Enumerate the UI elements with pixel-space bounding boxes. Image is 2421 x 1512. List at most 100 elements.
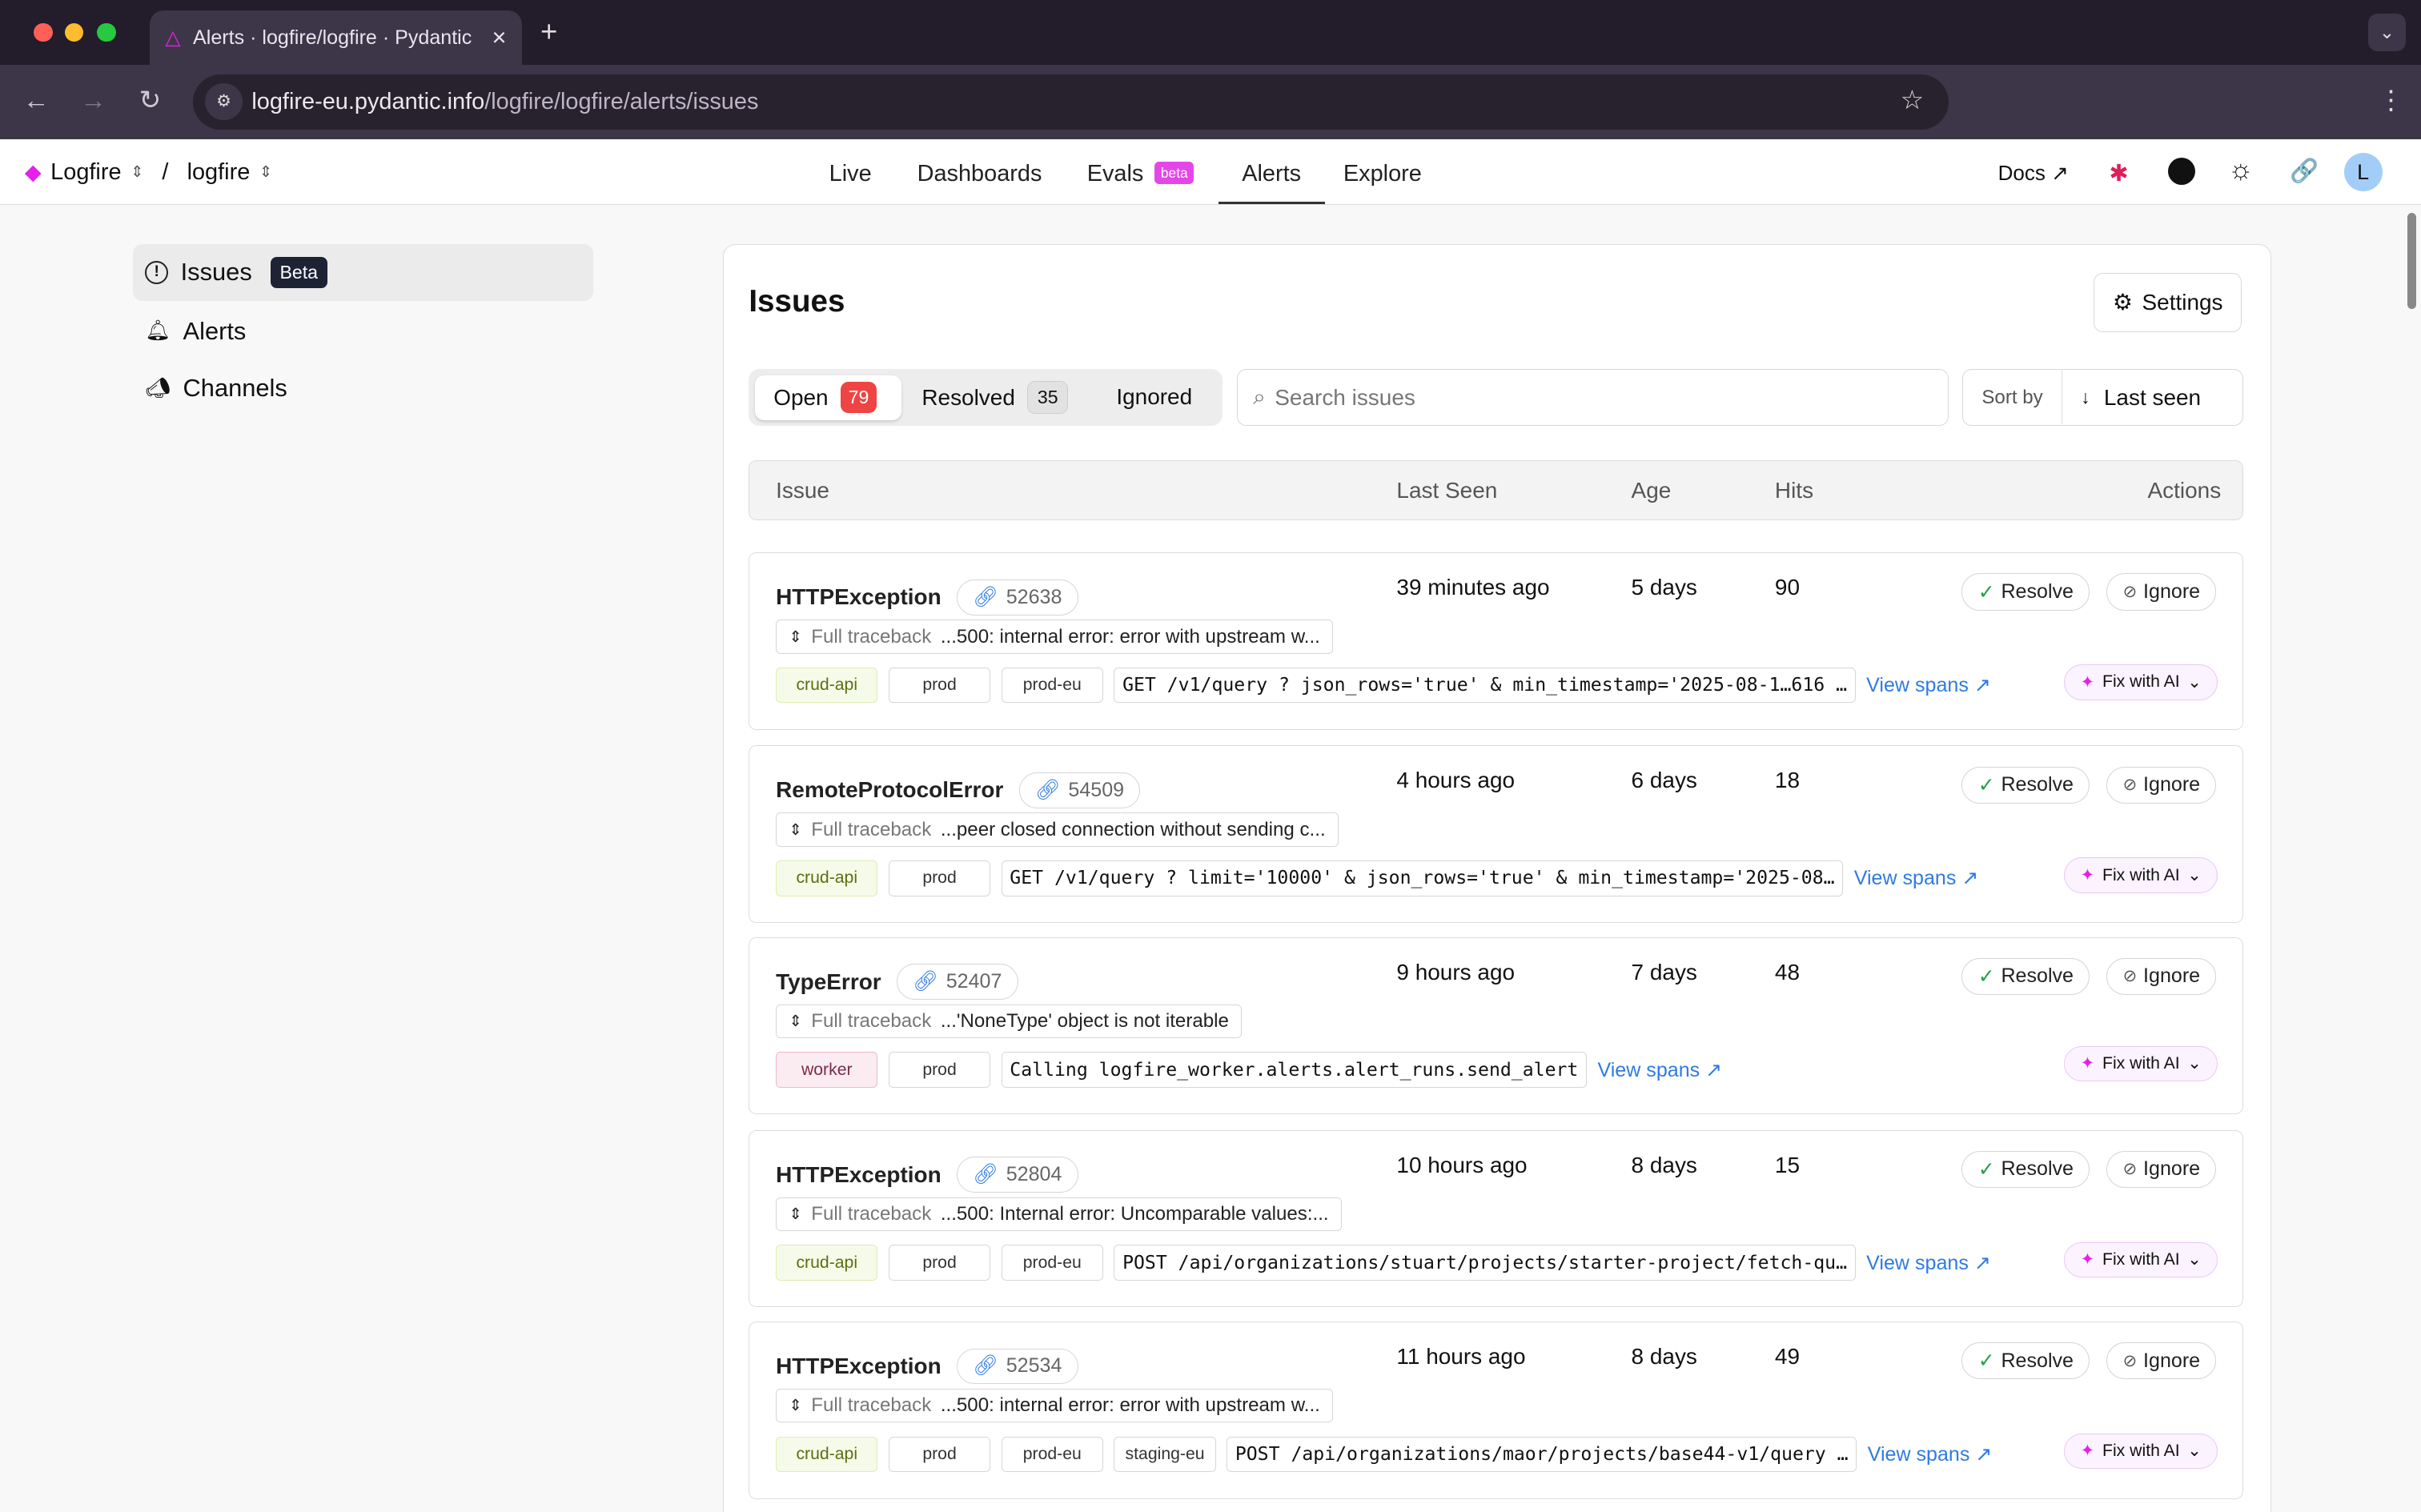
forward-icon[interactable]: →: [80, 85, 107, 115]
issue-title[interactable]: HTTPException: [776, 1161, 942, 1187]
traceback-label: Full traceback: [811, 1202, 932, 1225]
tag[interactable]: prod-eu: [1001, 1436, 1103, 1472]
view-spans-link[interactable]: View spans ↗: [1854, 866, 1979, 890]
fix-with-ai-button[interactable]: ✦ Fix with AI ⌄: [2064, 1433, 2218, 1470]
tag[interactable]: prod: [888, 1436, 991, 1472]
tag[interactable]: prod: [888, 1245, 991, 1281]
column-last-seen[interactable]: Last Seen: [1396, 477, 1498, 503]
slack-icon[interactable]: ✱: [2109, 160, 2129, 186]
scrollbar[interactable]: [2407, 213, 2417, 309]
table-row[interactable]: RemoteProtocolError 🔗︎ 54509 ⇕ Full traceb…: [749, 745, 2244, 924]
issue-id-link[interactable]: 🔗︎ 52407: [896, 964, 1018, 1000]
issue-id-link[interactable]: 🔗︎ 52638: [956, 580, 1078, 616]
issue-title[interactable]: HTTPException: [776, 1353, 942, 1378]
issue-title[interactable]: RemoteProtocolError: [776, 777, 1004, 803]
bookmark-star-icon[interactable]: ☆: [1900, 85, 1924, 115]
user-avatar[interactable]: L: [2343, 152, 2383, 192]
resolve-button[interactable]: ✓ Resolve: [1961, 1150, 2090, 1189]
nav-live[interactable]: Live: [829, 160, 872, 186]
filter-open[interactable]: Open 79: [755, 375, 902, 420]
new-tab-button[interactable]: +: [540, 15, 558, 49]
view-spans-link[interactable]: View spans ↗: [1868, 1442, 1993, 1466]
address-bar[interactable]: ⚙ logfire-eu.pydantic.info/logfire/logfi…: [193, 74, 1949, 130]
issue-id-link[interactable]: 🔗︎ 52804: [956, 1157, 1078, 1193]
view-spans-link[interactable]: View spans ↗: [1866, 1251, 1991, 1275]
nav-evals[interactable]: Evals beta: [1087, 161, 1194, 187]
settings-button[interactable]: ⚙ Settings: [2094, 273, 2242, 332]
traceback-message: ...500: Internal error: Uncomparable val…: [940, 1202, 1329, 1225]
ignore-button[interactable]: ⊘ Ignore: [2106, 766, 2217, 804]
nav-alerts[interactable]: Alerts: [1218, 161, 1325, 204]
tag[interactable]: prod-eu: [1001, 668, 1103, 704]
tag[interactable]: prod: [888, 860, 991, 896]
close-window-button[interactable]: [34, 22, 53, 42]
traceback-toggle[interactable]: ⇕ Full traceback ...500: Internal error: U…: [776, 1197, 1343, 1232]
tag[interactable]: prod: [888, 1052, 991, 1088]
column-age[interactable]: Age: [1631, 477, 1672, 503]
site-settings-icon[interactable]: ⚙: [205, 83, 243, 121]
filter-resolved[interactable]: Resolved 35: [921, 375, 1069, 420]
back-icon[interactable]: ←: [22, 85, 50, 115]
link-icon: 🔗︎: [973, 1354, 999, 1378]
tag[interactable]: prod: [888, 668, 991, 704]
traceback-toggle[interactable]: ⇕ Full traceback ...500: internal error: e…: [776, 620, 1334, 654]
filter-label: Open: [773, 384, 829, 410]
tag[interactable]: worker: [776, 1052, 878, 1088]
ignore-button[interactable]: ⊘ Ignore: [2106, 957, 2217, 995]
sidebar-item-alerts[interactable]: 🔔︎ Alerts: [133, 303, 593, 359]
search-input[interactable]: ⌕ Search issues: [1236, 368, 1949, 427]
tab-search-chevron-icon[interactable]: ⌄: [2368, 14, 2406, 51]
fix-with-ai-button[interactable]: ✦ Fix with AI ⌄: [2064, 1241, 2218, 1277]
fix-with-ai-button[interactable]: ✦ Fix with AI ⌄: [2064, 1045, 2218, 1081]
issue-title[interactable]: TypeError: [776, 969, 881, 994]
tag[interactable]: staging-eu: [1114, 1436, 1216, 1472]
tag[interactable]: crud-api: [776, 1245, 878, 1281]
table-row[interactable]: HTTPException 🔗︎ 52534 ⇕ Full traceback...…: [749, 1321, 2244, 1499]
sidebar-item-issues[interactable]: ! Issues Beta: [132, 243, 593, 302]
table-row[interactable]: HTTPException 🔗︎ 52638 ⇕ Full traceback...…: [749, 552, 2244, 731]
table-row[interactable]: TypeError 🔗︎ 52407 ⇕ Full traceback ...'Non…: [749, 936, 2244, 1115]
traceback-toggle[interactable]: ⇕ Full traceback ...500: internal error: e…: [776, 1388, 1334, 1423]
browser-tab[interactable]: △ Alerts · logfire/logfire · Pydantic ×: [150, 10, 522, 65]
ignore-button[interactable]: ⊘ Ignore: [2106, 1150, 2217, 1189]
minimize-window-button[interactable]: [64, 22, 84, 42]
filter-ignored[interactable]: Ignored: [1116, 384, 1193, 410]
nav-dashboards[interactable]: Dashboards: [917, 160, 1042, 186]
resolve-button[interactable]: ✓ Resolve: [1961, 573, 2090, 611]
fix-with-ai-button[interactable]: ✦ Fix with AI ⌄: [2064, 664, 2218, 700]
traceback-toggle[interactable]: ⇕ Full traceback ...peer closed connection…: [776, 812, 1339, 847]
resolve-button[interactable]: ✓ Resolve: [1961, 957, 2090, 995]
issue-id-link[interactable]: 🔗︎ 54509: [1018, 772, 1141, 808]
view-spans-link[interactable]: View spans ↗: [1866, 673, 1991, 697]
docs-link[interactable]: Docs ↗: [1998, 161, 2069, 186]
ignore-label: Ignore: [2143, 1157, 2201, 1181]
reload-icon[interactable]: ↻: [139, 85, 162, 115]
fix-with-ai-button[interactable]: ✦ Fix with AI ⌄: [2064, 857, 2218, 893]
tag[interactable]: prod-eu: [1001, 1245, 1103, 1281]
project-selector[interactable]: logfire: [187, 158, 251, 185]
theme-toggle-sun-icon[interactable]: ☼: [2227, 154, 2254, 185]
resolve-button[interactable]: ✓ Resolve: [1961, 766, 2090, 804]
tag[interactable]: crud-api: [776, 860, 878, 896]
view-spans-link[interactable]: View spans ↗: [1597, 1058, 1722, 1082]
resolve-button[interactable]: ✓ Resolve: [1961, 1342, 2090, 1380]
ignore-button[interactable]: ⊘ Ignore: [2106, 573, 2217, 611]
column-hits[interactable]: Hits: [1774, 477, 1814, 503]
span-name: POST /api/organizations/stuart/projects/…: [1114, 1245, 1856, 1281]
issue-title[interactable]: HTTPException: [776, 584, 942, 610]
browser-menu-icon[interactable]: ⋮: [2377, 85, 2404, 115]
ignore-button[interactable]: ⊘ Ignore: [2106, 1342, 2217, 1380]
copy-link-icon[interactable]: 🔗: [2290, 158, 2319, 184]
tag[interactable]: crud-api: [776, 668, 878, 704]
sort-control[interactable]: Sort by ↓ Last seen: [1962, 368, 2244, 427]
org-selector[interactable]: Logfire: [50, 158, 122, 185]
maximize-window-button[interactable]: [97, 22, 116, 42]
traceback-toggle[interactable]: ⇕ Full traceback ...'NoneType' object is n…: [776, 1004, 1243, 1038]
tag[interactable]: crud-api: [776, 1436, 878, 1472]
table-row[interactable]: HTTPException 🔗︎ 52804 ⇕ Full traceback...…: [749, 1129, 2244, 1308]
sidebar-item-channels[interactable]: 📣︎ Channels: [133, 359, 593, 416]
github-icon[interactable]: [2167, 157, 2196, 186]
nav-explore[interactable]: Explore: [1343, 160, 1422, 186]
issue-id-link[interactable]: 🔗︎ 52534: [956, 1348, 1078, 1384]
close-tab-icon[interactable]: ×: [492, 23, 507, 52]
